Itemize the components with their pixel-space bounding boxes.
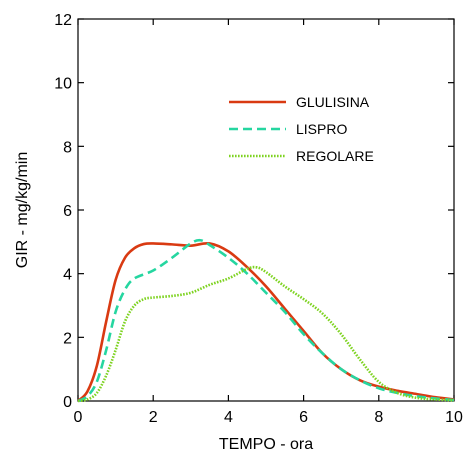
y-tick-label: 6 <box>63 203 72 220</box>
series-line-glulisina <box>77 241 455 402</box>
plot-area-border <box>77 18 455 402</box>
y-axis-label: GIR - mg/kg/min <box>14 152 31 268</box>
x-axis-label: TEMPO - ora <box>219 436 313 453</box>
y-tick-label: 8 <box>63 139 72 156</box>
y-tick-label: 10 <box>54 76 72 93</box>
series-line-regolare <box>77 265 455 403</box>
plot-frame <box>77 18 455 402</box>
y-tick-label: 12 <box>54 12 72 29</box>
x-tick-label: 0 <box>74 409 83 426</box>
x-tick-label: 4 <box>224 409 233 426</box>
axis-ticks: 0 2 4 6 8 10 0 2 4 6 8 10 12 <box>54 12 463 426</box>
legend-label-lispro: LISPRO <box>296 121 347 137</box>
series-line-lispro <box>77 238 455 403</box>
x-tick-label: 6 <box>299 409 308 426</box>
legend-label-regolare: REGOLARE <box>296 148 374 164</box>
x-tick-label: 8 <box>374 409 383 426</box>
legend: GLULISINA LISPRO REGOLARE <box>229 94 374 164</box>
y-tick-label: 4 <box>63 267 72 284</box>
x-tick-label: 10 <box>445 409 463 426</box>
y-tick-label: 0 <box>63 394 72 411</box>
series-layer <box>77 238 455 403</box>
x-tick-label: 2 <box>149 409 158 426</box>
legend-label-glulisina: GLULISINA <box>296 94 370 110</box>
y-tick-label: 2 <box>63 330 72 347</box>
